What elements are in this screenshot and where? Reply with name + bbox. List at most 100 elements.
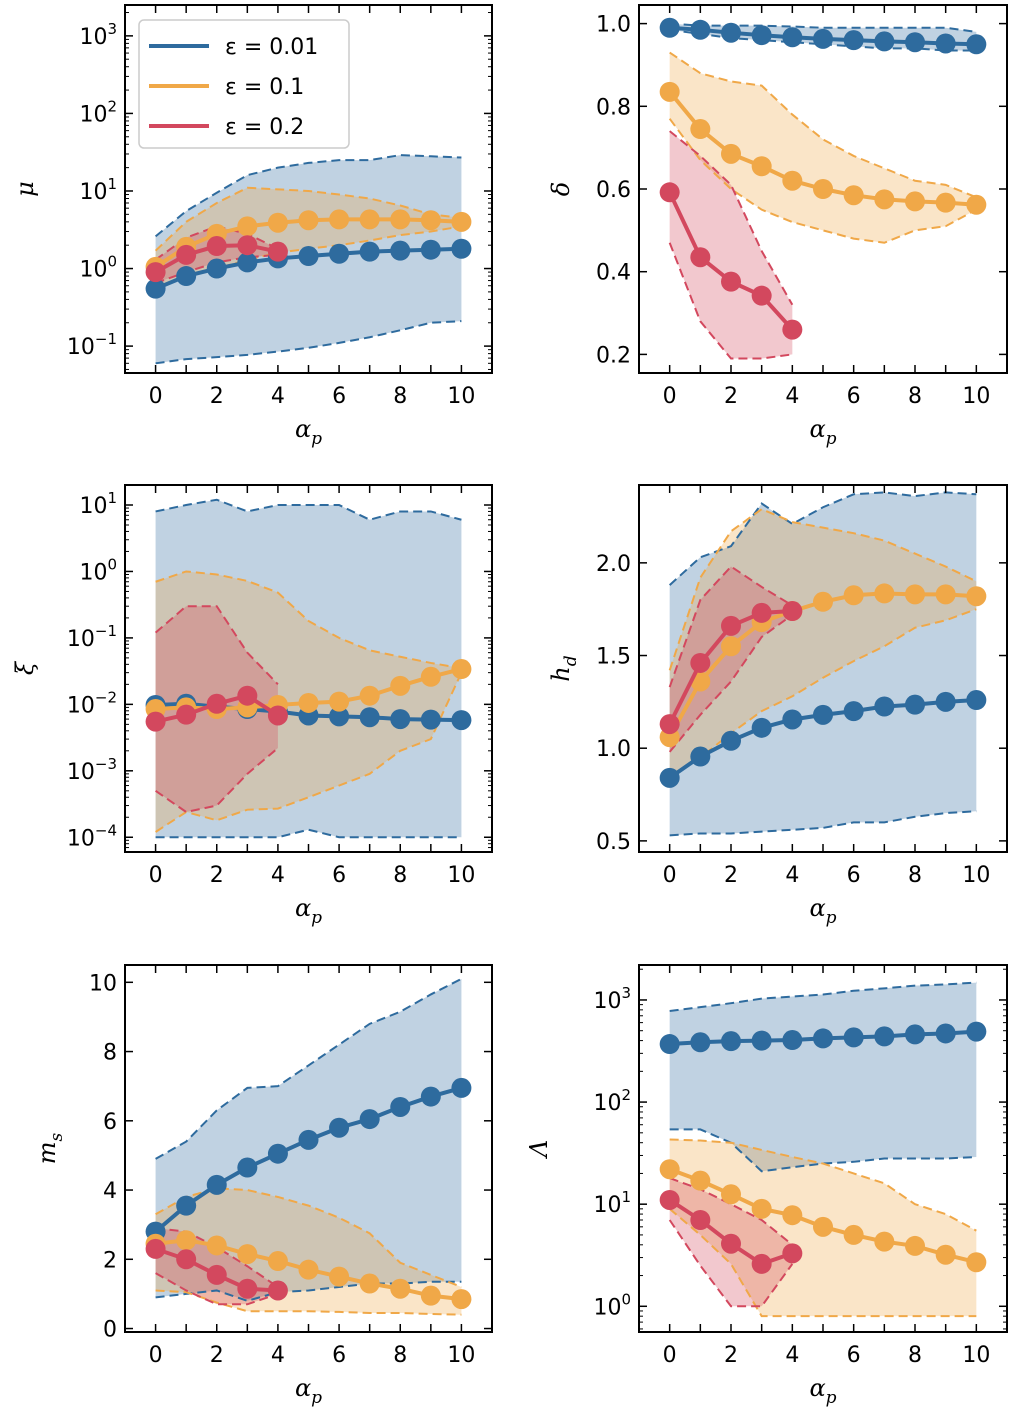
y-tick-label: 0.2 [596,343,631,368]
y-axis-label: μ [11,181,39,197]
band-lower-line [155,1289,462,1316]
data-point [813,591,833,612]
data-point [721,615,741,636]
x-tick-label: 4 [271,1343,285,1368]
x-tick-label: 8 [393,863,407,888]
panel-xi: 0 2 4 6 8 10 10−4 10−3 10−2 10−1 100 101 αp ξ [11,484,493,928]
data-point [813,704,833,725]
data-point [966,194,987,215]
data-point [329,243,350,264]
data-point [390,209,411,230]
band-upper-line [154,186,462,252]
data-point [935,1244,956,1265]
data-point [237,685,258,706]
plot-area [659,491,987,837]
data-point [145,1238,166,1259]
data-point [874,696,895,717]
x-tick-label: 8 [393,1343,407,1368]
band-upper-line [155,570,462,670]
data-point [935,584,956,605]
data-point [751,1253,772,1274]
y-tick-label: 0 [103,1318,117,1343]
y-axis-label: hd [547,655,581,681]
data-point [451,1077,472,1098]
data-point [420,239,441,260]
x-axis-label: αp [809,415,836,449]
x-tick-label: 8 [393,384,407,409]
data-point [966,1021,987,1042]
data-point [905,1024,925,1045]
panel-h_d: 0 2 4 6 8 10 0.5 1.0 1.5 2.0 αp hd [547,484,1008,928]
data-point [935,691,956,712]
data-point [751,285,772,306]
data-point [721,1233,741,1254]
y-tick-label: 8 [103,1041,117,1066]
data-point [237,235,258,256]
y-axis-label: ξ [11,660,39,675]
panel-Lambda: 0 2 4 6 8 10 100 101 102 103 αp Λ [525,964,1008,1408]
y-axis-label: ms [33,1132,67,1164]
data-point [206,258,227,279]
data-point [420,1086,441,1107]
data-point [843,1224,864,1245]
data-point [721,636,741,657]
x-tick-label: 0 [149,1343,163,1368]
data-point [451,710,472,731]
data-point [751,1030,772,1051]
data-point [721,730,741,751]
x-tick-label: 6 [847,863,861,888]
band-upper-line [669,1138,977,1232]
panel-m_s: 0 2 4 6 8 10 0 2 4 6 8 10 αp ms [33,964,493,1408]
x-tick-label: 0 [663,863,677,888]
data-point [843,585,864,606]
data-point [206,1235,227,1256]
band-upper-line [669,981,977,1012]
plot-area [145,498,472,839]
data-point [782,709,803,730]
band-lower-line [668,242,793,360]
y-axis-label: δ [547,182,575,196]
data-point [782,1030,803,1051]
data-point [721,1031,741,1052]
x-tick-label: 0 [663,1343,677,1368]
data-point [813,1028,833,1049]
x-axis-label: αp [295,1374,322,1408]
data-point [206,1174,227,1195]
data-point [690,1209,711,1230]
data-point [451,238,472,259]
data-point [329,691,350,712]
data-point [267,241,288,262]
band-lower-line [668,1219,794,1308]
y-tick-label: 1.0 [596,737,631,762]
y-tick-label: 0.6 [596,178,631,203]
band-upper-line [668,565,793,688]
y-tick-label: 10−1 [67,330,117,360]
data-point [659,81,680,102]
y-tick-label: 100 [79,555,117,585]
band-lower-line [155,672,463,833]
y-tick-label: 101 [593,1188,631,1218]
data-point [237,1244,258,1265]
x-tick-label: 4 [785,384,799,409]
data-point [329,706,350,727]
data-point [359,209,380,230]
data-point [874,1026,895,1047]
x-tick-label: 6 [332,1343,346,1368]
data-point [690,652,711,673]
data-point [451,659,472,680]
data-point [751,1198,772,1219]
data-point [659,1159,680,1180]
band-upper-line [155,977,462,1160]
band-ε = 0.1 [669,52,977,243]
data-point [782,319,803,340]
x-tick-label: 6 [847,1343,861,1368]
data-point [237,1157,258,1178]
data-point [451,1289,472,1310]
data-point [659,1034,680,1055]
data-point [813,1216,833,1237]
data-point [966,690,987,711]
data-point [905,32,925,53]
data-point [298,1259,319,1280]
x-tick-label: 8 [908,384,922,409]
y-tick-label: 10−3 [67,755,117,785]
